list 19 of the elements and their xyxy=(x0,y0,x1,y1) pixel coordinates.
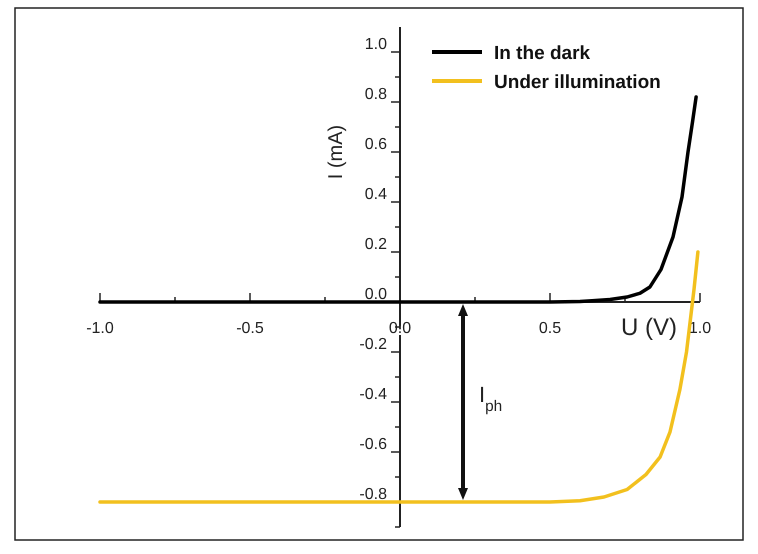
y-axis-title: I (mA) xyxy=(325,124,347,180)
y-tick-label: 0.4 xyxy=(364,186,388,203)
y-tick-label: -0.8 xyxy=(359,486,388,503)
y-tick-label: 0.8 xyxy=(364,86,388,103)
y-tick-label: -0.2 xyxy=(359,336,388,353)
annotation: I$_{ph}$ xyxy=(479,382,502,414)
x-tick-label: -1.0 xyxy=(86,320,114,337)
x-axis-title: U (V) xyxy=(621,314,677,341)
y-tick-label: -0.4 xyxy=(359,386,388,403)
x-tick-label: 0.5 xyxy=(538,320,562,337)
x-tick-label: -0.5 xyxy=(236,320,264,337)
y-tick-label: 0.0 xyxy=(364,286,388,303)
legend-label: Under illumination xyxy=(494,72,661,93)
y-tick-label: 1.0 xyxy=(364,36,388,53)
y-tick-label: 0.6 xyxy=(364,136,388,153)
x-tick-label: 1.0 xyxy=(688,320,712,337)
y-tick-label: -0.6 xyxy=(359,436,388,453)
y-tick-label: 0.2 xyxy=(364,236,388,253)
legend-label: In the dark xyxy=(494,43,591,64)
